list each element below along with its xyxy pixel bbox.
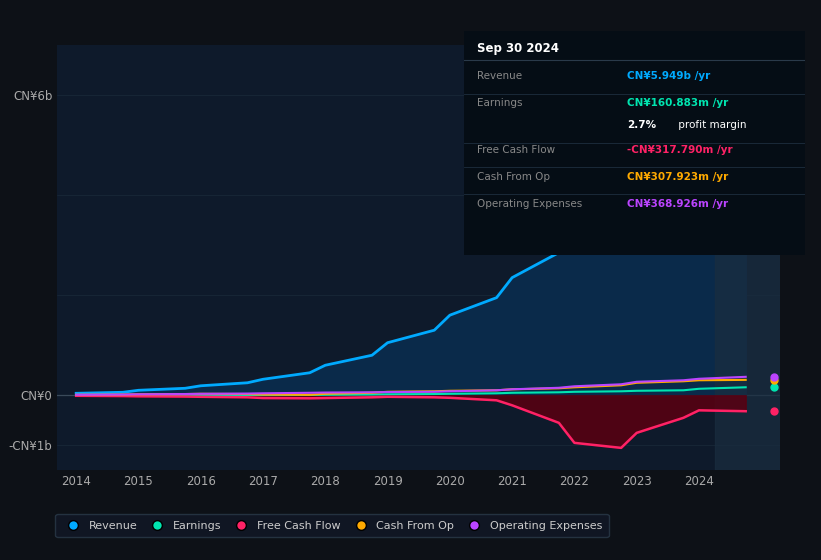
Text: 2.7%: 2.7% xyxy=(627,120,657,130)
Bar xyxy=(714,45,780,470)
Text: Earnings: Earnings xyxy=(478,98,523,108)
Legend: Revenue, Earnings, Free Cash Flow, Cash From Op, Operating Expenses: Revenue, Earnings, Free Cash Flow, Cash … xyxy=(55,514,608,537)
Text: Operating Expenses: Operating Expenses xyxy=(478,199,583,209)
Text: CN¥5.949b /yr: CN¥5.949b /yr xyxy=(627,71,711,81)
Text: CN¥307.923m /yr: CN¥307.923m /yr xyxy=(627,172,729,182)
Text: profit margin: profit margin xyxy=(675,120,746,130)
Text: Revenue: Revenue xyxy=(478,71,523,81)
Text: CN¥368.926m /yr: CN¥368.926m /yr xyxy=(627,199,728,209)
Text: -CN¥317.790m /yr: -CN¥317.790m /yr xyxy=(627,145,733,155)
Text: Free Cash Flow: Free Cash Flow xyxy=(478,145,556,155)
Text: Sep 30 2024: Sep 30 2024 xyxy=(478,42,559,55)
Text: Cash From Op: Cash From Op xyxy=(478,172,551,182)
Text: CN¥160.883m /yr: CN¥160.883m /yr xyxy=(627,98,729,108)
